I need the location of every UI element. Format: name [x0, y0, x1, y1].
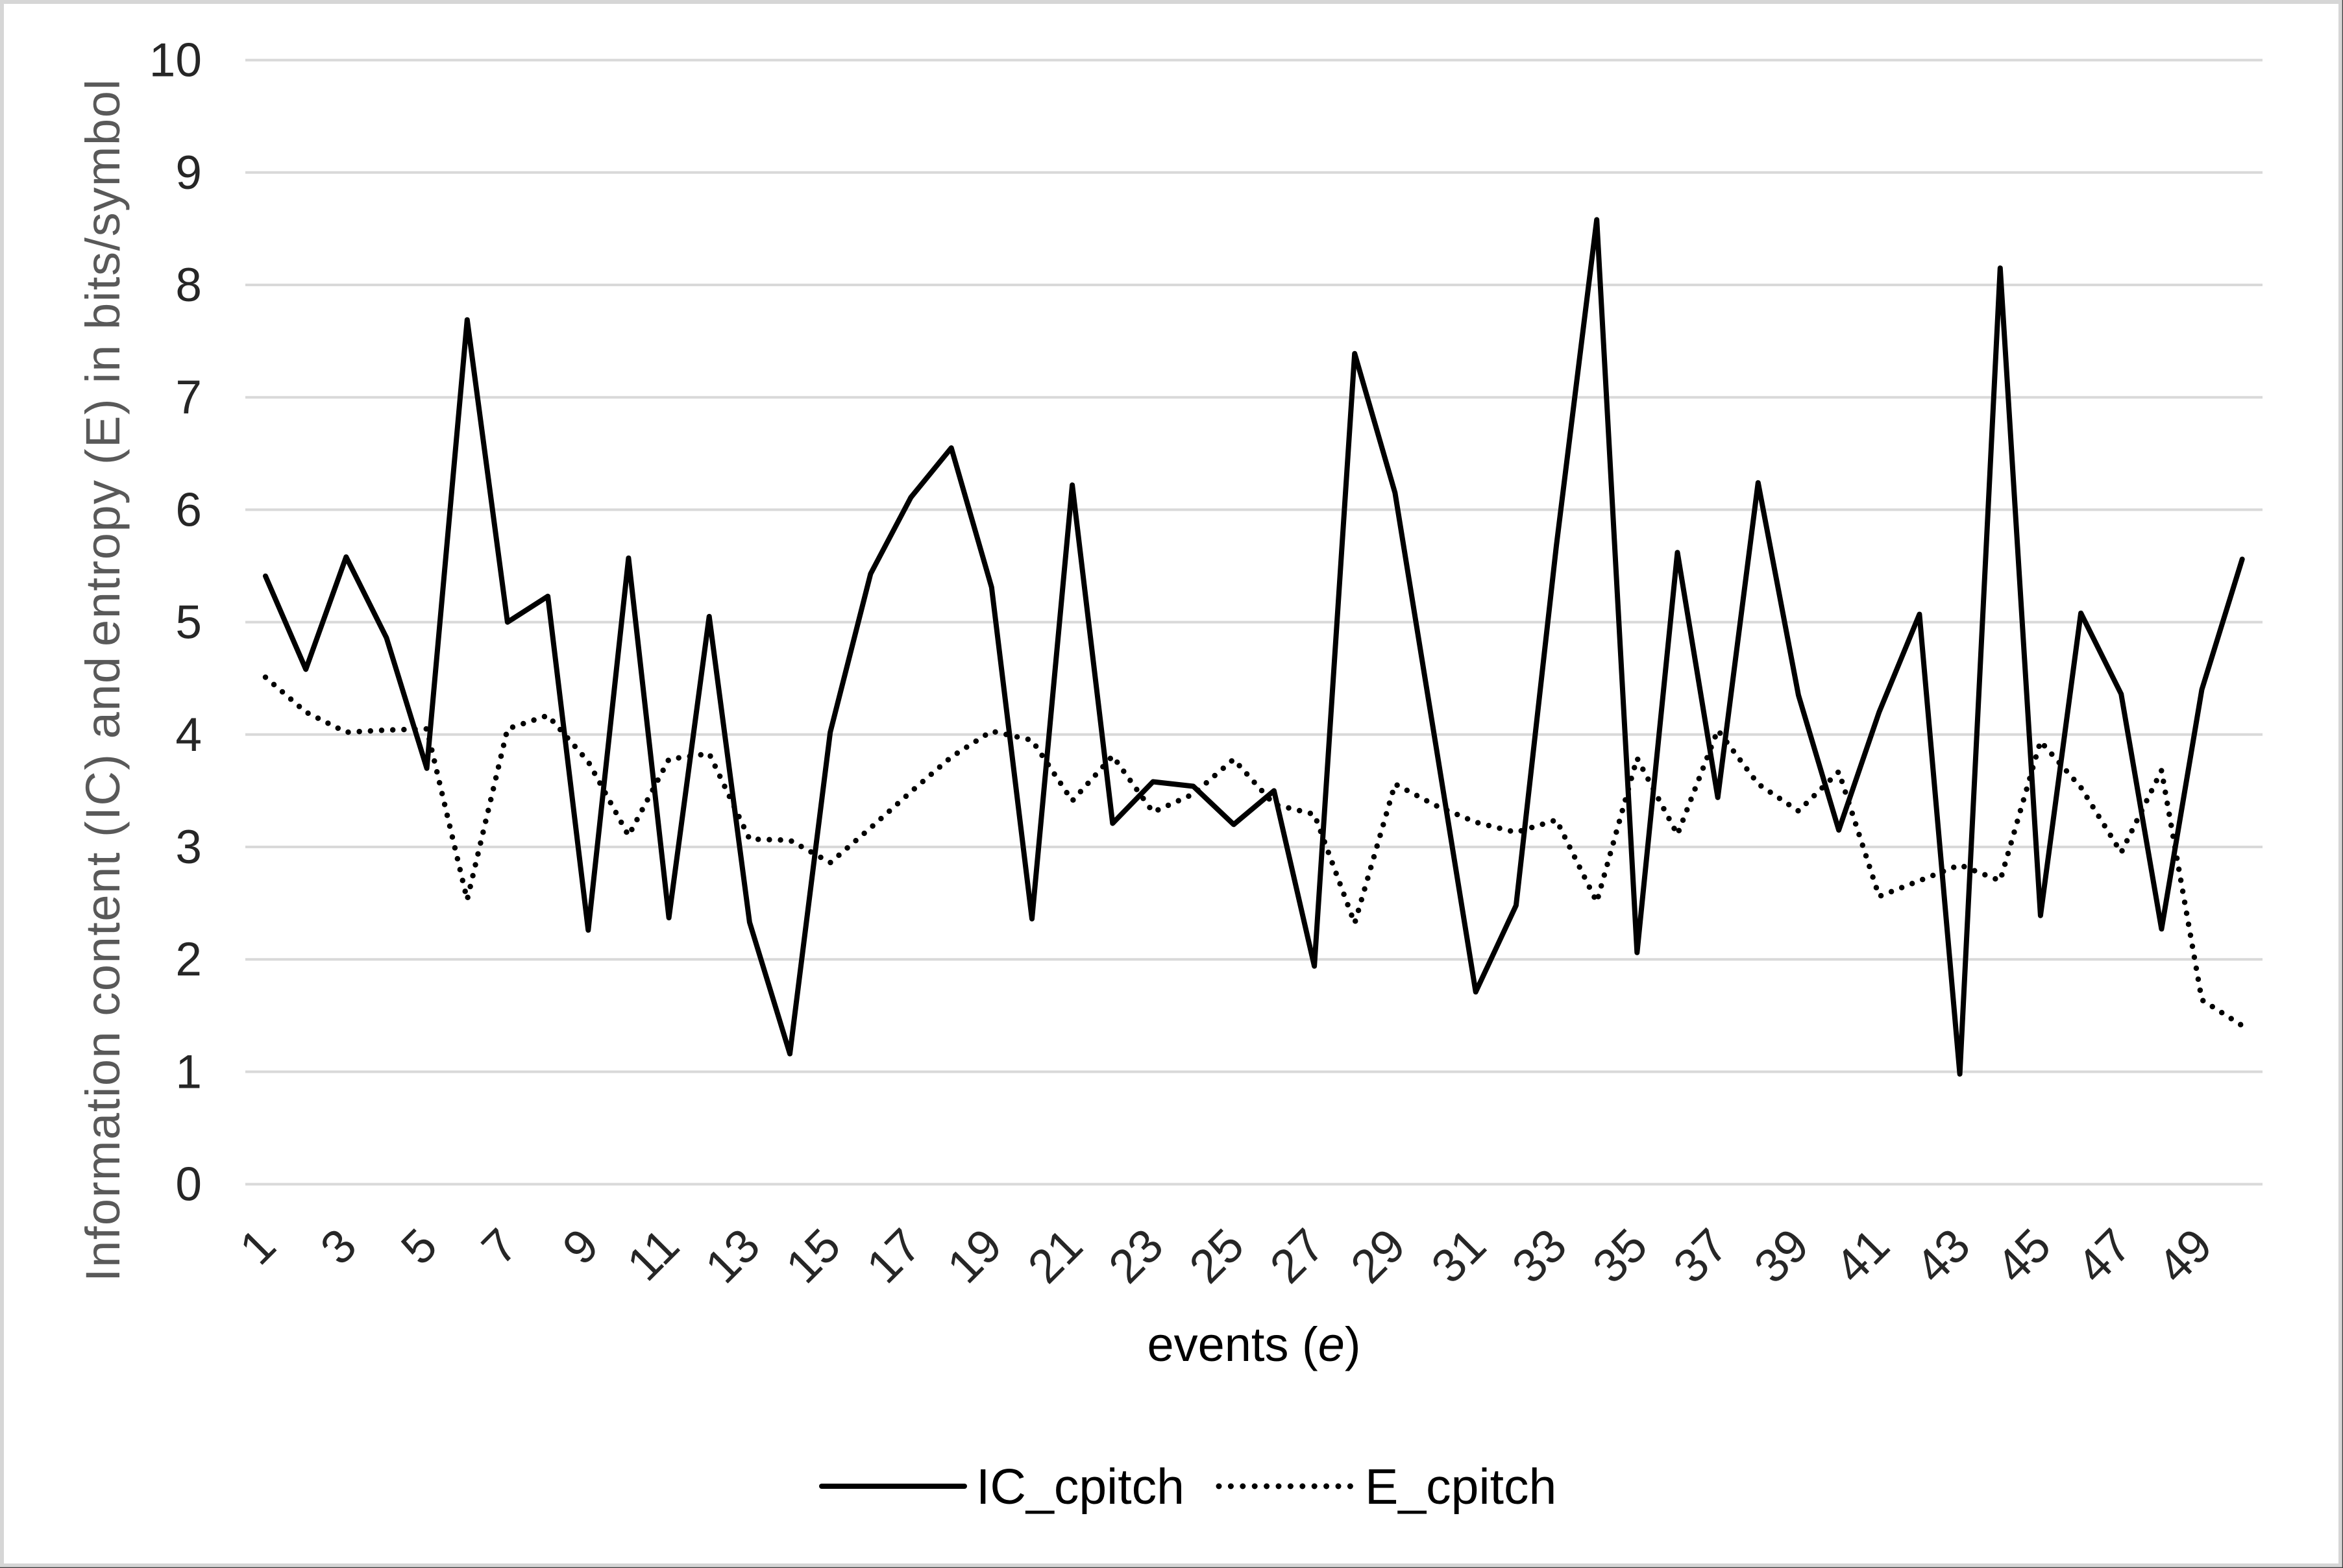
- svg-text:E_cpitch: E_cpitch: [1365, 1459, 1556, 1515]
- svg-text:10: 10: [149, 34, 202, 87]
- svg-text:entropy (E) in bits/symbol: entropy (E) in bits/symbol: [76, 79, 130, 646]
- svg-text:5: 5: [175, 596, 202, 649]
- svg-text:6: 6: [175, 484, 202, 536]
- svg-text:4: 4: [175, 709, 202, 761]
- svg-text:3: 3: [175, 821, 202, 874]
- svg-text:7: 7: [175, 371, 202, 424]
- svg-text:1: 1: [175, 1046, 202, 1098]
- svg-text:9: 9: [175, 147, 202, 199]
- svg-text:0: 0: [175, 1158, 202, 1211]
- svg-text:8: 8: [175, 259, 202, 312]
- svg-text:Information content (IC) and: Information content (IC) and: [76, 655, 130, 1282]
- svg-text:2: 2: [175, 933, 202, 986]
- svg-text:IC_cpitch: IC_cpitch: [976, 1459, 1184, 1515]
- svg-text:events (e): events (e): [1147, 1317, 1360, 1371]
